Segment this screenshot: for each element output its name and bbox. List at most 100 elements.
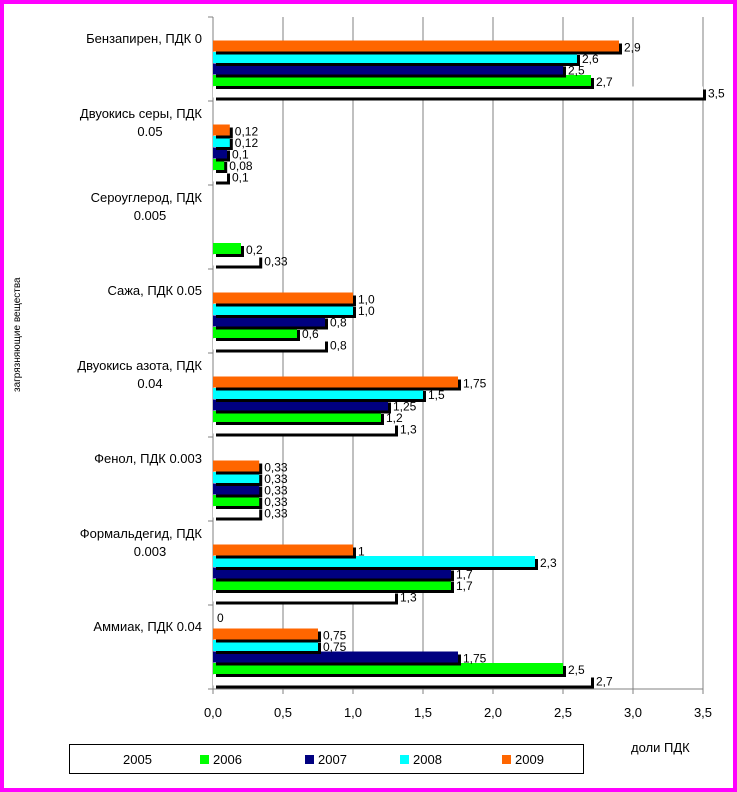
category-label: Двуокись серы, ПДК 0.05	[80, 106, 203, 139]
x-tick-label: 2,5	[554, 705, 572, 720]
bar	[213, 75, 591, 86]
legend-item: 2009	[502, 745, 544, 773]
data-label: 0,75	[323, 640, 347, 654]
data-label: 0,08	[229, 159, 253, 173]
bar	[213, 40, 619, 52]
legend-label: 2006	[213, 751, 242, 767]
bar	[213, 327, 297, 338]
bar	[213, 399, 388, 411]
data-label: 0,1	[232, 171, 249, 185]
data-label: 0,2	[246, 243, 263, 257]
data-label: 0,8	[330, 339, 347, 353]
x-axis-title: доли ПДК	[631, 740, 690, 755]
data-label: 1,7	[456, 568, 473, 582]
data-label: 1,0	[358, 304, 375, 318]
bar	[213, 147, 227, 159]
category-label: Фенол, ПДК 0.003	[94, 451, 202, 466]
bar	[213, 124, 230, 136]
bar	[213, 628, 318, 640]
legend-item: 2007	[305, 745, 347, 773]
legend-label: 2008	[413, 751, 442, 767]
legend-swatch	[110, 754, 119, 764]
data-label: 0,12	[235, 125, 259, 139]
data-label: 2,7	[596, 75, 613, 89]
legend: 2005 2006 2007 2008 2009	[69, 744, 584, 774]
bar	[213, 590, 395, 602]
bar	[213, 63, 563, 75]
bar	[213, 506, 260, 518]
bar	[213, 136, 230, 147]
data-label: 1	[358, 545, 365, 559]
legend-item: 2006	[200, 745, 242, 773]
data-label: 2,9	[624, 41, 641, 55]
x-tick-label: 1,0	[344, 705, 362, 720]
data-label: 0,33	[264, 484, 288, 498]
data-label: 0,33	[264, 255, 288, 269]
bar	[213, 579, 451, 590]
bar	[213, 411, 381, 422]
data-label: 2,3	[540, 556, 557, 570]
data-label: 0,75	[323, 629, 347, 643]
bar	[213, 567, 451, 579]
legend-label: 2005	[123, 751, 152, 767]
category-label: Двуокись азота, ПДК 0.04	[77, 358, 202, 391]
bar	[213, 254, 260, 266]
legend-item: 2008	[400, 745, 442, 773]
legend-label: 2007	[318, 751, 347, 767]
bar	[213, 86, 703, 98]
data-label: 1,75	[463, 377, 487, 391]
bar	[213, 52, 577, 63]
legend-swatch	[502, 754, 511, 764]
data-label: 1,3	[400, 591, 417, 605]
data-label: 0,1	[232, 148, 249, 162]
bar	[213, 304, 353, 315]
bar	[213, 159, 225, 170]
annotation: 0	[217, 611, 224, 625]
bar	[213, 243, 241, 254]
data-label: 2,7	[596, 675, 613, 689]
data-label: 0,33	[264, 507, 288, 521]
bar	[213, 640, 318, 651]
data-label: 2,5	[568, 663, 585, 677]
bar	[213, 338, 325, 350]
data-label: 0,6	[302, 327, 319, 341]
data-label: 1,5	[428, 388, 445, 402]
data-label: 1,0	[358, 293, 375, 307]
x-tick-label: 2,0	[484, 705, 502, 720]
legend-label: 2009	[515, 751, 544, 767]
bar	[213, 483, 260, 495]
x-tick-label: 0,0	[204, 705, 222, 720]
data-label: 2,6	[582, 52, 599, 66]
category-label: Аммиак, ПДК 0.04	[93, 619, 202, 634]
bar	[213, 388, 423, 399]
bar	[213, 460, 260, 472]
bar	[213, 376, 458, 388]
bar	[213, 422, 395, 434]
data-label: 1,7	[456, 579, 473, 593]
category-label: Бензапирен, ПДК 0	[86, 31, 202, 46]
x-tick-label: 0,5	[274, 705, 292, 720]
data-label: 1,3	[400, 423, 417, 437]
category-label: Сажа, ПДК 0.05	[107, 283, 202, 298]
bar	[213, 472, 260, 483]
bar	[213, 495, 260, 506]
bar	[213, 292, 353, 304]
data-label: 1,25	[393, 400, 417, 414]
x-tick-label: 3,0	[624, 705, 642, 720]
bar	[213, 674, 591, 686]
legend-swatch	[400, 754, 409, 764]
legend-swatch	[305, 754, 314, 764]
data-label: 0,33	[264, 495, 288, 509]
x-tick-label: 3,5	[694, 705, 712, 720]
y-axis-title: загрязняющие вещества	[12, 277, 23, 392]
data-label: 1,2	[386, 411, 403, 425]
legend-item: 2005	[110, 745, 152, 773]
data-label: 3,5	[708, 87, 725, 101]
bar	[213, 170, 227, 182]
legend-swatch	[200, 754, 209, 764]
category-label: Формальдегид, ПДК 0.003	[80, 526, 203, 559]
data-label: 0,8	[330, 316, 347, 330]
data-label: 2,5	[568, 64, 585, 78]
data-label: 1,75	[463, 652, 487, 666]
